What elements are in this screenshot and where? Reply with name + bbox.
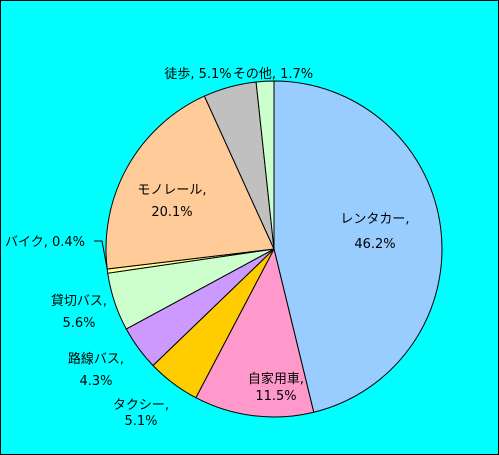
- slice-label: その他, 1.7%: [233, 67, 313, 82]
- leader-lines: [94, 240, 108, 269]
- pie-slice: [105, 95, 275, 270]
- leader-line: [94, 240, 108, 269]
- slice-label: モノレール, 20.1%: [137, 183, 206, 220]
- slice-label: バイク, 0.4%: [5, 235, 85, 250]
- slice-label: タクシー, 5.1%: [113, 398, 169, 429]
- slice-label: 路線バス, 4.3%: [68, 351, 124, 389]
- slice-label: 貸切バス, 5.6%: [51, 293, 107, 331]
- pie-slice: [273, 80, 443, 413]
- slice-label: 徒歩, 5.1%: [164, 67, 231, 82]
- pie-slices: [105, 80, 443, 418]
- slice-label: レンタカー, 46.2%: [340, 212, 409, 252]
- pie-slice: [195, 247, 315, 418]
- slice-label: 自家用車, 11.5%: [248, 371, 304, 404]
- slice-labels: レンタカー, 46.2% 自家用車, 11.5% タクシー, 5.1% 路線バス, 4.3% 貸…: [5, 67, 410, 429]
- pie-slice: [255, 80, 275, 250]
